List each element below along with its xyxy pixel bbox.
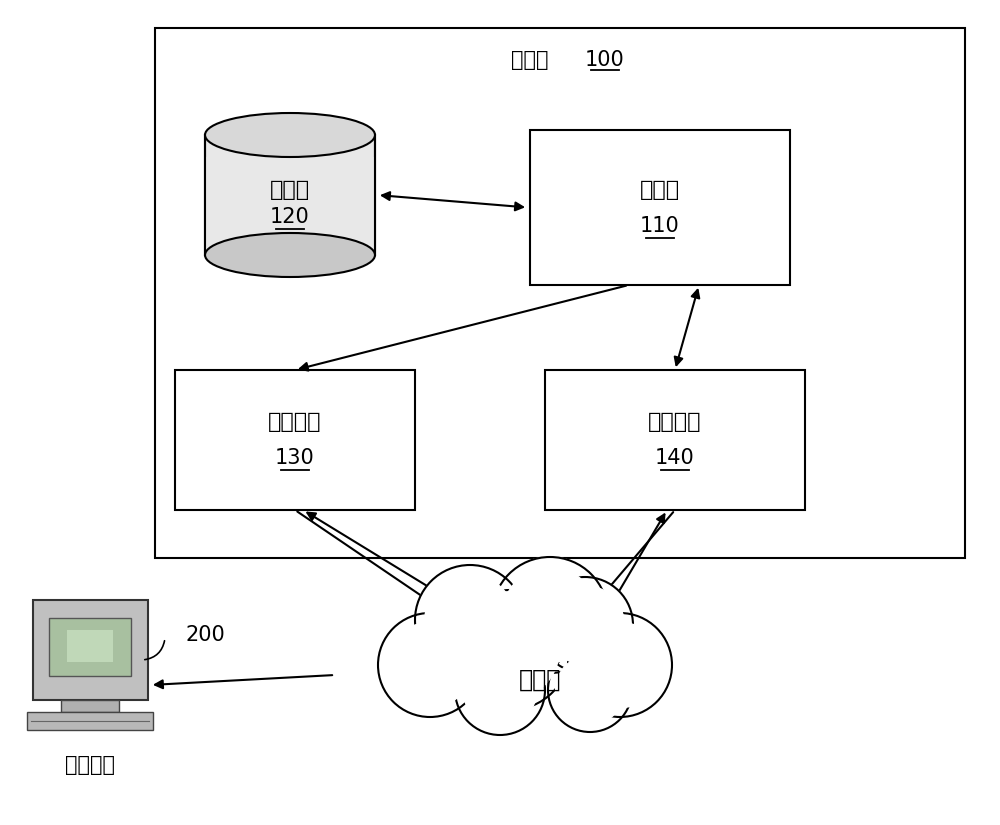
- Circle shape: [546, 586, 624, 664]
- Circle shape: [577, 622, 663, 708]
- Circle shape: [502, 568, 598, 662]
- Bar: [27, 712, 153, 730]
- Text: 终端设备: 终端设备: [65, 755, 115, 775]
- Text: 存储器: 存储器: [270, 180, 310, 200]
- Circle shape: [387, 622, 473, 708]
- Text: 110: 110: [640, 215, 680, 235]
- Text: 处理器: 处理器: [640, 180, 680, 200]
- Ellipse shape: [205, 233, 375, 277]
- Text: 输入设备: 输入设备: [268, 412, 322, 432]
- Bar: [175, 370, 415, 510]
- FancyBboxPatch shape: [32, 600, 148, 700]
- Text: 100: 100: [585, 50, 625, 70]
- Text: 200: 200: [185, 625, 225, 645]
- FancyBboxPatch shape: [67, 629, 113, 662]
- Text: 服务器: 服务器: [511, 50, 549, 70]
- Circle shape: [450, 590, 570, 710]
- Text: 140: 140: [655, 448, 695, 468]
- Text: 互联网: 互联网: [519, 668, 561, 692]
- Circle shape: [378, 613, 482, 717]
- Text: 120: 120: [270, 207, 310, 227]
- Circle shape: [556, 656, 624, 724]
- FancyBboxPatch shape: [49, 618, 131, 676]
- Circle shape: [455, 645, 545, 735]
- Circle shape: [425, 575, 515, 665]
- Bar: [530, 130, 790, 285]
- Bar: [545, 370, 805, 510]
- Circle shape: [415, 565, 525, 675]
- Bar: [61, 700, 119, 712]
- Circle shape: [537, 577, 633, 673]
- Text: 输出设备: 输出设备: [648, 412, 702, 432]
- FancyArrowPatch shape: [145, 641, 165, 660]
- Circle shape: [568, 613, 672, 717]
- Circle shape: [461, 601, 559, 700]
- Bar: [205, 157, 375, 255]
- Circle shape: [492, 557, 608, 673]
- Bar: [205, 135, 375, 255]
- Text: 130: 130: [275, 448, 315, 468]
- Ellipse shape: [205, 113, 375, 157]
- Circle shape: [548, 648, 632, 732]
- Circle shape: [463, 653, 537, 727]
- Bar: [155, 28, 965, 558]
